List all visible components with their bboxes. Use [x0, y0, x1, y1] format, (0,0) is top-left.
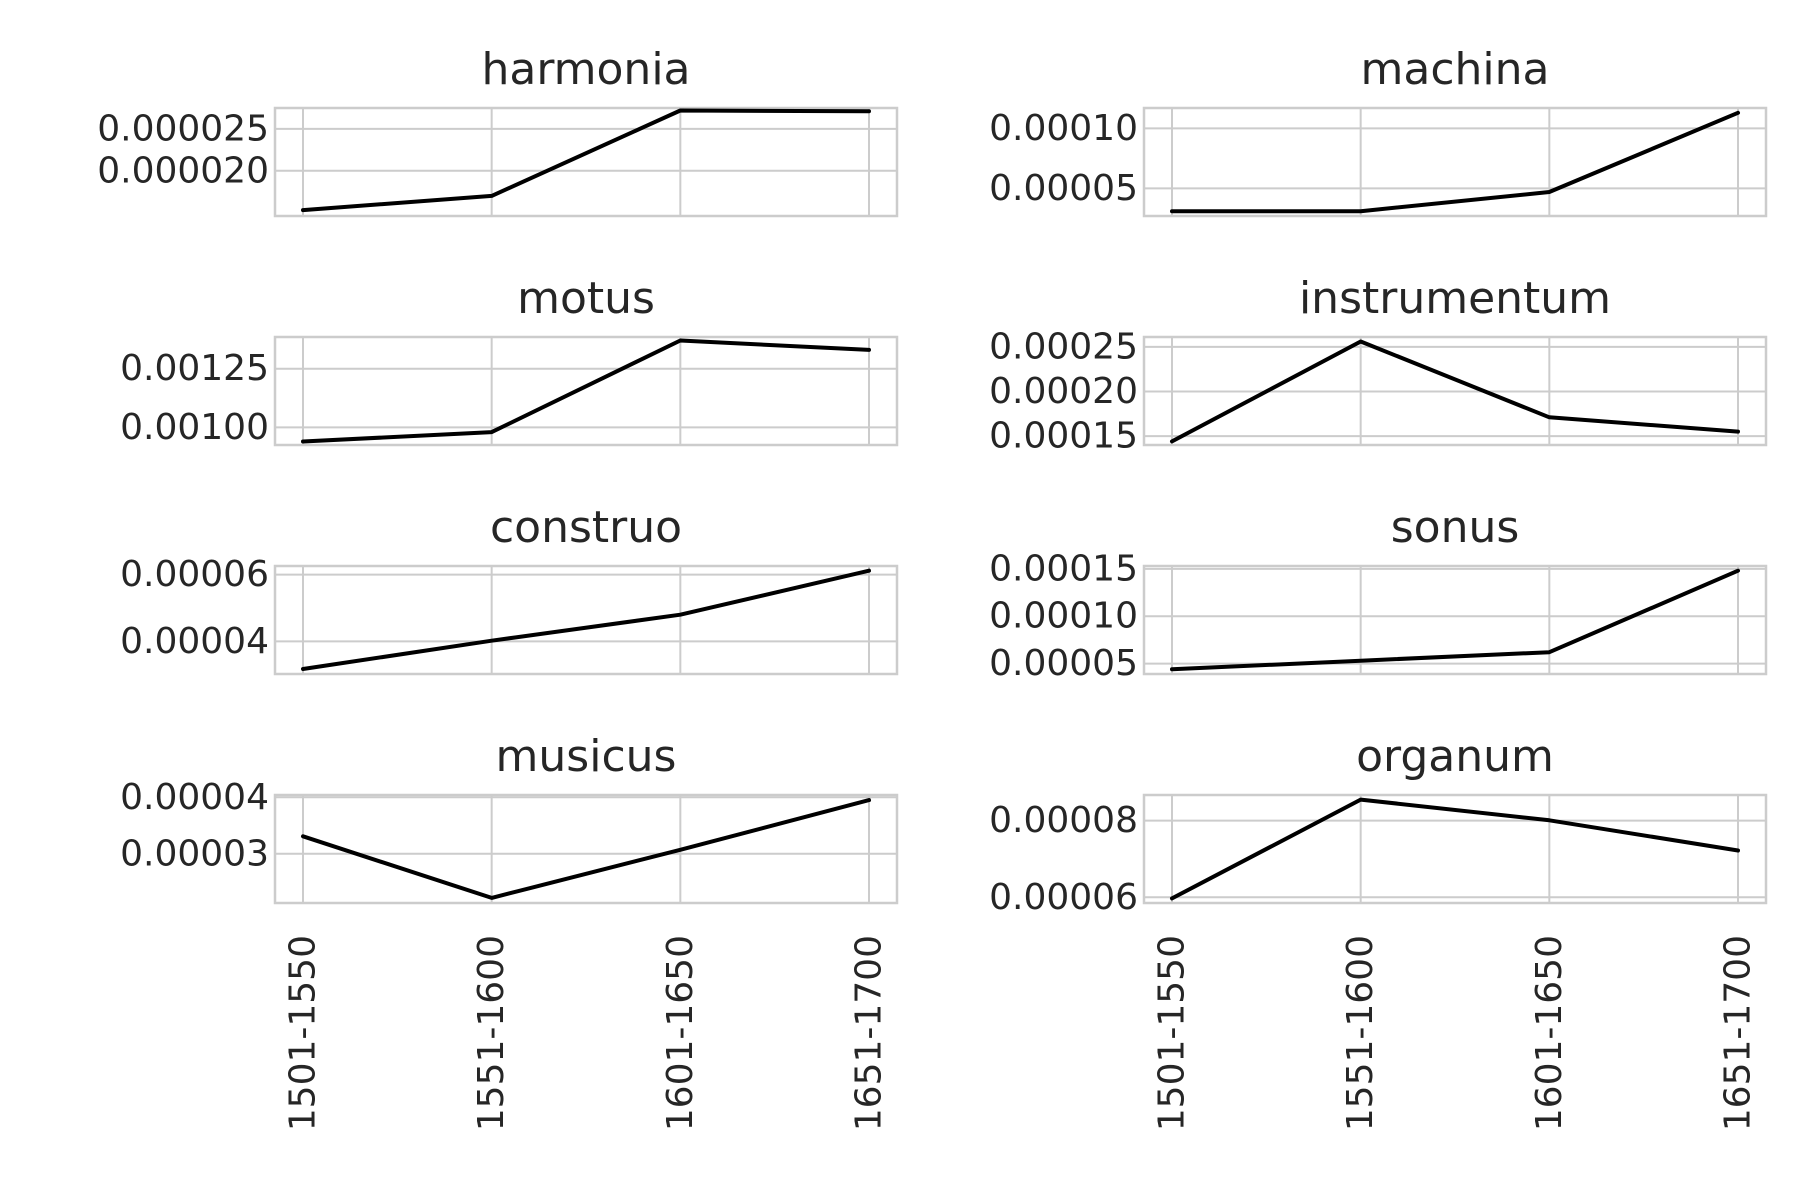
y-tick-label: 0.00125 [120, 348, 269, 389]
y-tick-label: 0.00020 [989, 371, 1138, 412]
y-tick-label: 0.00004 [120, 777, 269, 818]
panel-title: harmonia [481, 44, 690, 95]
y-tick-label: 0.00015 [989, 548, 1138, 589]
axes-frame [273, 564, 899, 676]
series-line [1170, 339, 1740, 444]
y-tick-label: 0.00025 [989, 326, 1138, 367]
x-tick-label: 1651-1700 [1718, 935, 1759, 1131]
panel-organum: 0.00006 0.00008 organum 1501-1550 1551-1600 1… [989, 731, 1768, 1131]
x-tick-label: 1501-1550 [1152, 935, 1193, 1131]
series-line [1170, 568, 1740, 672]
y-tick-label: 0.000020 [97, 150, 269, 191]
x-tick-label: 1501-1550 [283, 935, 324, 1131]
panel-motus: 0.00100 0.00125 motus [120, 273, 899, 448]
y-tick-label: 0.00100 [120, 407, 269, 448]
y-tick-label: 0.00006 [989, 877, 1138, 918]
y-tick-label: 0.00003 [120, 833, 269, 874]
x-tick-label: 1601-1650 [1529, 935, 1570, 1131]
x-tick-label: 1551-1600 [471, 935, 512, 1131]
y-tick-label: 0.000025 [97, 108, 269, 149]
x-tick-label: 1601-1650 [660, 935, 701, 1131]
y-tick-label: 0.00010 [989, 596, 1138, 637]
axes-frame [1142, 335, 1768, 447]
y-tick-label: 0.00005 [989, 643, 1138, 684]
panel-machina: 0.00005 0.00010 machina [989, 44, 1768, 218]
axes-frame [1142, 106, 1768, 218]
axes-frame [273, 335, 899, 447]
panel-title: organum [1356, 731, 1554, 782]
panel-title: sonus [1391, 502, 1520, 553]
axes-frame [273, 793, 899, 905]
panel-title: instrumentum [1299, 273, 1611, 324]
panel-title: musicus [496, 731, 677, 782]
series-line [301, 798, 871, 900]
series-line [1170, 110, 1740, 214]
axes-frame [273, 106, 899, 218]
series-line [301, 338, 871, 444]
y-tick-label: 0.00010 [989, 108, 1138, 149]
y-tick-label: 0.00006 [120, 554, 269, 595]
panel-title: machina [1361, 44, 1550, 95]
panel-musicus: 0.00003 0.00004 musicus 1501-1550 1551-1600 1… [120, 731, 899, 1131]
y-tick-label: 0.00004 [120, 621, 269, 662]
x-tick-label: 1651-1700 [849, 935, 890, 1131]
panel-title: construo [490, 502, 682, 553]
series-line [1170, 797, 1740, 901]
series-line [301, 568, 871, 671]
panel-sonus: 0.00005 0.00010 0.00015 sonus [989, 502, 1768, 684]
y-tick-label: 0.00015 [989, 416, 1138, 457]
panel-construo: 0.00004 0.00006 construo [120, 502, 899, 676]
panel-title: motus [517, 273, 655, 324]
axes-frame [1142, 793, 1768, 905]
y-tick-label: 0.00008 [989, 800, 1138, 841]
series-line [301, 108, 871, 213]
x-tick-label: 1551-1600 [1340, 935, 1381, 1131]
axes-frame [1142, 564, 1768, 676]
y-tick-label: 0.00005 [989, 168, 1138, 209]
